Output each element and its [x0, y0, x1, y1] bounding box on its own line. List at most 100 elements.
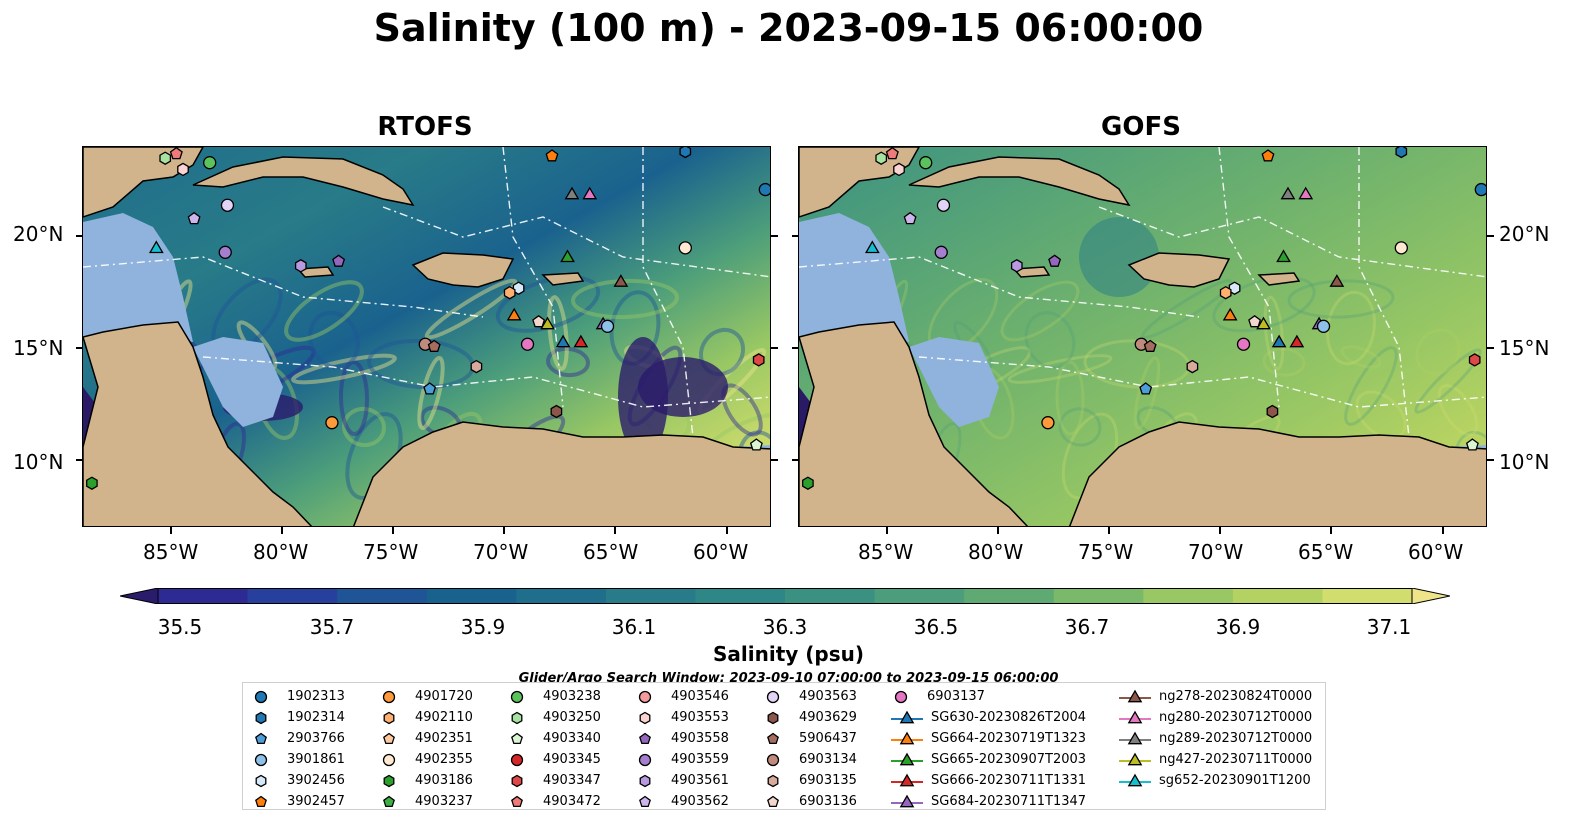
- legend-marker-icon: [254, 753, 268, 767]
- legend-marker-icon: [1119, 710, 1151, 724]
- legend-label: 4903563: [799, 689, 857, 704]
- shelf-area: [799, 213, 909, 342]
- lon-label-75w-gofs: 75°W: [1078, 540, 1134, 564]
- legend-label: 4903237: [415, 794, 473, 809]
- lat-label-10n-left: 10°N: [13, 450, 64, 474]
- marker-2903766: [1139, 382, 1153, 395]
- marker-5906437: [1143, 339, 1157, 352]
- low-salinity-core: [618, 337, 668, 457]
- lat-tick: [76, 234, 83, 237]
- lat-tick: [771, 234, 778, 237]
- colorbar-frame: [157, 588, 1413, 604]
- lon-tick: [885, 527, 888, 534]
- legend-label: 4903562: [671, 794, 729, 809]
- legend-label: 6903137: [927, 689, 985, 704]
- marker-ng427: [1256, 316, 1271, 330]
- eddy-swirl: [1340, 345, 1382, 369]
- lon-label-80w-rtofs: 80°W: [253, 540, 309, 564]
- lon-label-65w-rtofs: 65°W: [583, 540, 639, 564]
- legend-label: 4903472: [543, 794, 601, 809]
- eddy-swirl: [1024, 311, 1076, 369]
- legend-marker-icon: [767, 795, 779, 808]
- map-panel-rtofs[interactable]: [82, 146, 771, 527]
- map-panel-gofs[interactable]: [798, 146, 1487, 527]
- legend-marker-icon: [382, 690, 396, 704]
- colorbar-segment: [1232, 588, 1323, 604]
- legend-label: 4902351: [415, 731, 473, 746]
- legend-marker-icon: [382, 753, 396, 767]
- land-mass: [83, 321, 313, 526]
- marker-SG665: [1276, 249, 1291, 263]
- colorbar-segment: [1143, 588, 1234, 604]
- colorbar-segment: [605, 588, 696, 604]
- eez-boundary: [382, 206, 770, 278]
- lon-label-70w-rtofs: 70°W: [473, 540, 529, 564]
- marker-3902456: [512, 281, 525, 295]
- colorbar-segment: [964, 588, 1055, 604]
- colorbar-extend-max: [1411, 588, 1450, 604]
- colorbar-segment: [247, 588, 338, 604]
- legend-marker-icon: [638, 690, 652, 704]
- eddy-swirl: [1262, 347, 1306, 377]
- legend-label: 4903340: [543, 731, 601, 746]
- legend-marker-icon: [255, 711, 267, 725]
- legend-marker-icon: [383, 795, 395, 808]
- marker-6903137: [520, 337, 535, 351]
- legend-label: 1902314: [287, 710, 345, 725]
- legend-marker-icon: [891, 710, 923, 724]
- eddy-swirl: [1000, 280, 1080, 342]
- eddy-swirl: [1344, 346, 1398, 426]
- colorbar-tick: 37.1: [1366, 615, 1412, 639]
- colorbar-segment: [158, 588, 249, 604]
- eddy-swirl: [1263, 295, 1285, 371]
- shelf-area: [909, 337, 999, 427]
- legend-label: 4903347: [543, 773, 601, 788]
- lon-label-80w-gofs: 80°W: [968, 540, 1024, 564]
- eddy-swirl: [1414, 348, 1482, 414]
- marker-6903137: [1236, 337, 1251, 351]
- eddy-swirl: [291, 353, 397, 385]
- lon-tick: [725, 527, 728, 534]
- land-mass: [908, 156, 1131, 207]
- marker-4903553: [893, 162, 905, 177]
- legend-marker-icon: [383, 711, 395, 725]
- colorbar-segment: [516, 588, 607, 604]
- marker-3902457: [545, 149, 559, 162]
- eez-boundary: [202, 356, 770, 408]
- colorbar-tick: 35.5: [157, 615, 203, 639]
- legend-label: 1902313: [287, 689, 345, 704]
- marker-4903561: [1010, 259, 1023, 273]
- eddy-swirl: [546, 346, 590, 378]
- eddy-swirl: [1355, 390, 1407, 440]
- legend-marker-icon: [510, 690, 524, 704]
- lon-label-85w-rtofs: 85°W: [143, 540, 199, 564]
- main-title: Salinity (100 m) - 2023-09-15 06:00:00: [373, 6, 1204, 50]
- eez-boundary: [1218, 147, 1280, 408]
- colorbar-segment: [695, 588, 786, 604]
- marker-ng280: [1298, 186, 1314, 200]
- marker-sg652: [864, 240, 880, 254]
- colorbar-tick: 35.9: [460, 615, 506, 639]
- marker-ng427: [540, 316, 555, 330]
- legend-label: 6903134: [799, 752, 857, 767]
- marker-3902456: [1228, 281, 1241, 295]
- legend-label: SG665-20230907T2003: [931, 752, 1087, 767]
- colorbar-title: Salinity (psu): [712, 642, 864, 666]
- shelf-area: [83, 213, 193, 342]
- legend-label: 2903766: [287, 731, 345, 746]
- marker-SG666: [573, 334, 589, 348]
- legend-label: 5906437: [799, 731, 857, 746]
- legend-label: SG684-20230711T1347: [931, 794, 1087, 809]
- legend-marker-icon: [891, 752, 923, 766]
- legend-marker-icon: [891, 794, 923, 808]
- legend-marker-icon: [511, 795, 523, 808]
- marker-4903347: [1468, 353, 1481, 367]
- marker-ng280: [582, 186, 598, 200]
- land-mass: [799, 321, 1029, 526]
- land-mass: [799, 147, 920, 218]
- land-mass: [541, 272, 585, 286]
- legend-marker-icon: [383, 732, 395, 745]
- marker-4903558: [332, 254, 346, 267]
- marker-4903561: [294, 259, 307, 273]
- colorbar-tick: 35.7: [309, 615, 355, 639]
